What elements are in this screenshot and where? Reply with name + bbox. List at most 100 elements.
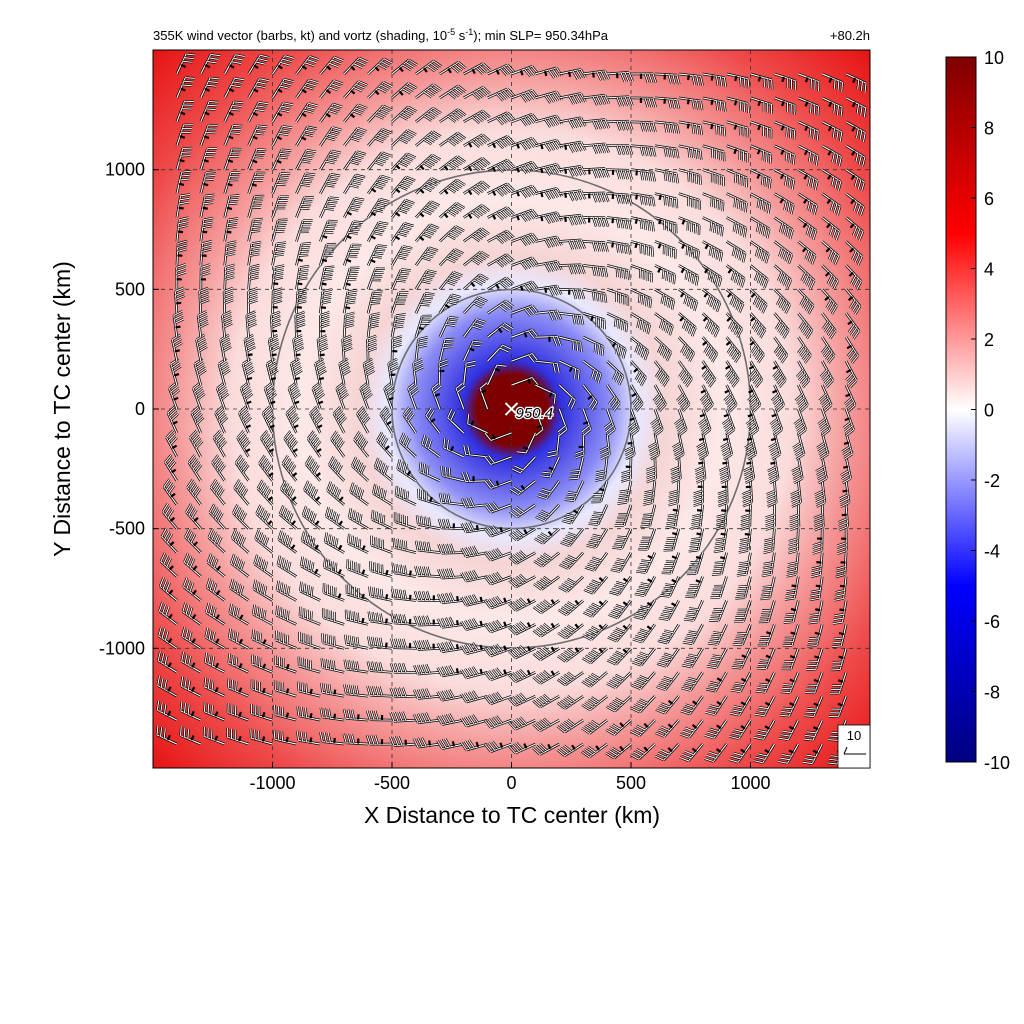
wind-barb xyxy=(652,384,667,413)
wind-barb xyxy=(665,504,681,530)
wind-barb xyxy=(821,192,842,216)
wind-barb xyxy=(677,312,697,337)
wind-barb xyxy=(298,606,321,626)
wind-barb xyxy=(413,639,440,651)
wind-barb xyxy=(588,504,609,526)
wind-barb xyxy=(773,192,795,215)
wind-barb xyxy=(483,431,512,442)
wind-barb xyxy=(338,357,351,386)
wind-barb xyxy=(209,478,226,506)
wind-barb xyxy=(417,488,441,506)
wind-barb xyxy=(508,645,536,660)
wind-barb xyxy=(679,743,704,762)
wind-barb xyxy=(845,216,865,241)
wind-barb xyxy=(366,685,393,698)
wind-barb xyxy=(233,479,250,506)
wind-barb xyxy=(206,553,226,578)
wind-barb xyxy=(203,702,226,722)
wind-barb xyxy=(816,432,830,461)
wind-barb xyxy=(559,213,587,226)
wind-barb xyxy=(199,76,220,99)
wind-barb xyxy=(414,292,435,314)
wind-barb xyxy=(654,192,679,209)
wind-barb xyxy=(772,360,787,389)
wind-barb xyxy=(781,647,800,671)
wind-barb xyxy=(725,360,740,388)
wind-barb xyxy=(750,120,773,139)
wind-barb xyxy=(186,478,202,506)
wind-barb xyxy=(821,168,842,191)
wind-barb xyxy=(462,444,488,459)
wind-barb xyxy=(761,552,776,578)
wind-barb xyxy=(252,579,274,602)
wind-barb xyxy=(702,120,727,137)
wind-barb xyxy=(366,334,378,362)
wind-barb xyxy=(720,432,734,461)
wind-barb xyxy=(181,627,202,650)
y-tick-label: 1000 xyxy=(105,160,145,180)
wind-barb xyxy=(349,482,369,506)
wind-barb xyxy=(730,671,752,693)
wind-barb xyxy=(324,506,345,530)
wind-barb xyxy=(789,504,801,532)
wind-barb xyxy=(414,269,437,291)
wind-barb xyxy=(583,142,610,155)
wind-barb xyxy=(487,87,515,102)
wind-barb xyxy=(702,144,726,162)
wind-barb xyxy=(629,743,656,761)
wind-barb xyxy=(680,695,704,716)
wind-barb xyxy=(583,167,610,179)
y-tick-label: -500 xyxy=(109,519,145,539)
wind-barb xyxy=(323,532,345,554)
wind-barb xyxy=(653,360,670,387)
wind-barb xyxy=(836,528,848,555)
wind-barb xyxy=(558,359,581,380)
wind-barb xyxy=(367,151,392,171)
wind-barb xyxy=(630,192,656,207)
wind-barb xyxy=(367,174,391,195)
wind-barb xyxy=(797,144,820,166)
wind-barb xyxy=(319,173,341,195)
wind-barb xyxy=(814,480,827,508)
wind-barb xyxy=(390,268,411,290)
wind-barb xyxy=(797,168,819,191)
wind-barb xyxy=(370,535,393,554)
wind-barb xyxy=(733,600,752,623)
wind-barb xyxy=(275,580,298,602)
wind-barb xyxy=(229,578,250,602)
wind-barb xyxy=(726,120,750,138)
wind-barb xyxy=(319,219,338,242)
wind-barb xyxy=(574,432,586,460)
wind-barb xyxy=(606,360,625,386)
wind-barb xyxy=(620,456,633,483)
wind-barb xyxy=(180,676,202,698)
wind-barb xyxy=(227,653,250,674)
wind-barb xyxy=(202,726,226,746)
wind-barb xyxy=(391,563,417,578)
wind-barb xyxy=(769,408,784,437)
x-axis-label: X Distance to TC center (km) xyxy=(364,802,660,828)
wind-barb xyxy=(413,615,440,627)
wind-barb xyxy=(841,432,854,461)
wind-barb xyxy=(715,504,728,531)
wind-barb xyxy=(818,384,833,413)
wind-barb xyxy=(344,634,369,650)
wind-barb xyxy=(845,144,866,167)
wind-barb xyxy=(559,189,587,202)
wind-barb xyxy=(828,695,848,718)
wind-barb xyxy=(701,264,723,287)
wind-barb xyxy=(330,430,346,458)
wind-barb xyxy=(582,384,598,411)
wind-barb xyxy=(707,623,728,646)
wind-barb xyxy=(559,263,586,275)
wind-barb xyxy=(199,240,213,266)
wind-barb xyxy=(778,719,800,741)
wind-barb xyxy=(478,381,489,410)
wind-barb xyxy=(535,162,563,176)
wind-barb xyxy=(369,561,393,578)
wind-barb xyxy=(654,719,680,738)
wind-barb xyxy=(773,168,796,190)
wind-barb xyxy=(735,576,752,600)
wind-barb xyxy=(508,527,537,542)
wind-barb xyxy=(393,512,417,530)
